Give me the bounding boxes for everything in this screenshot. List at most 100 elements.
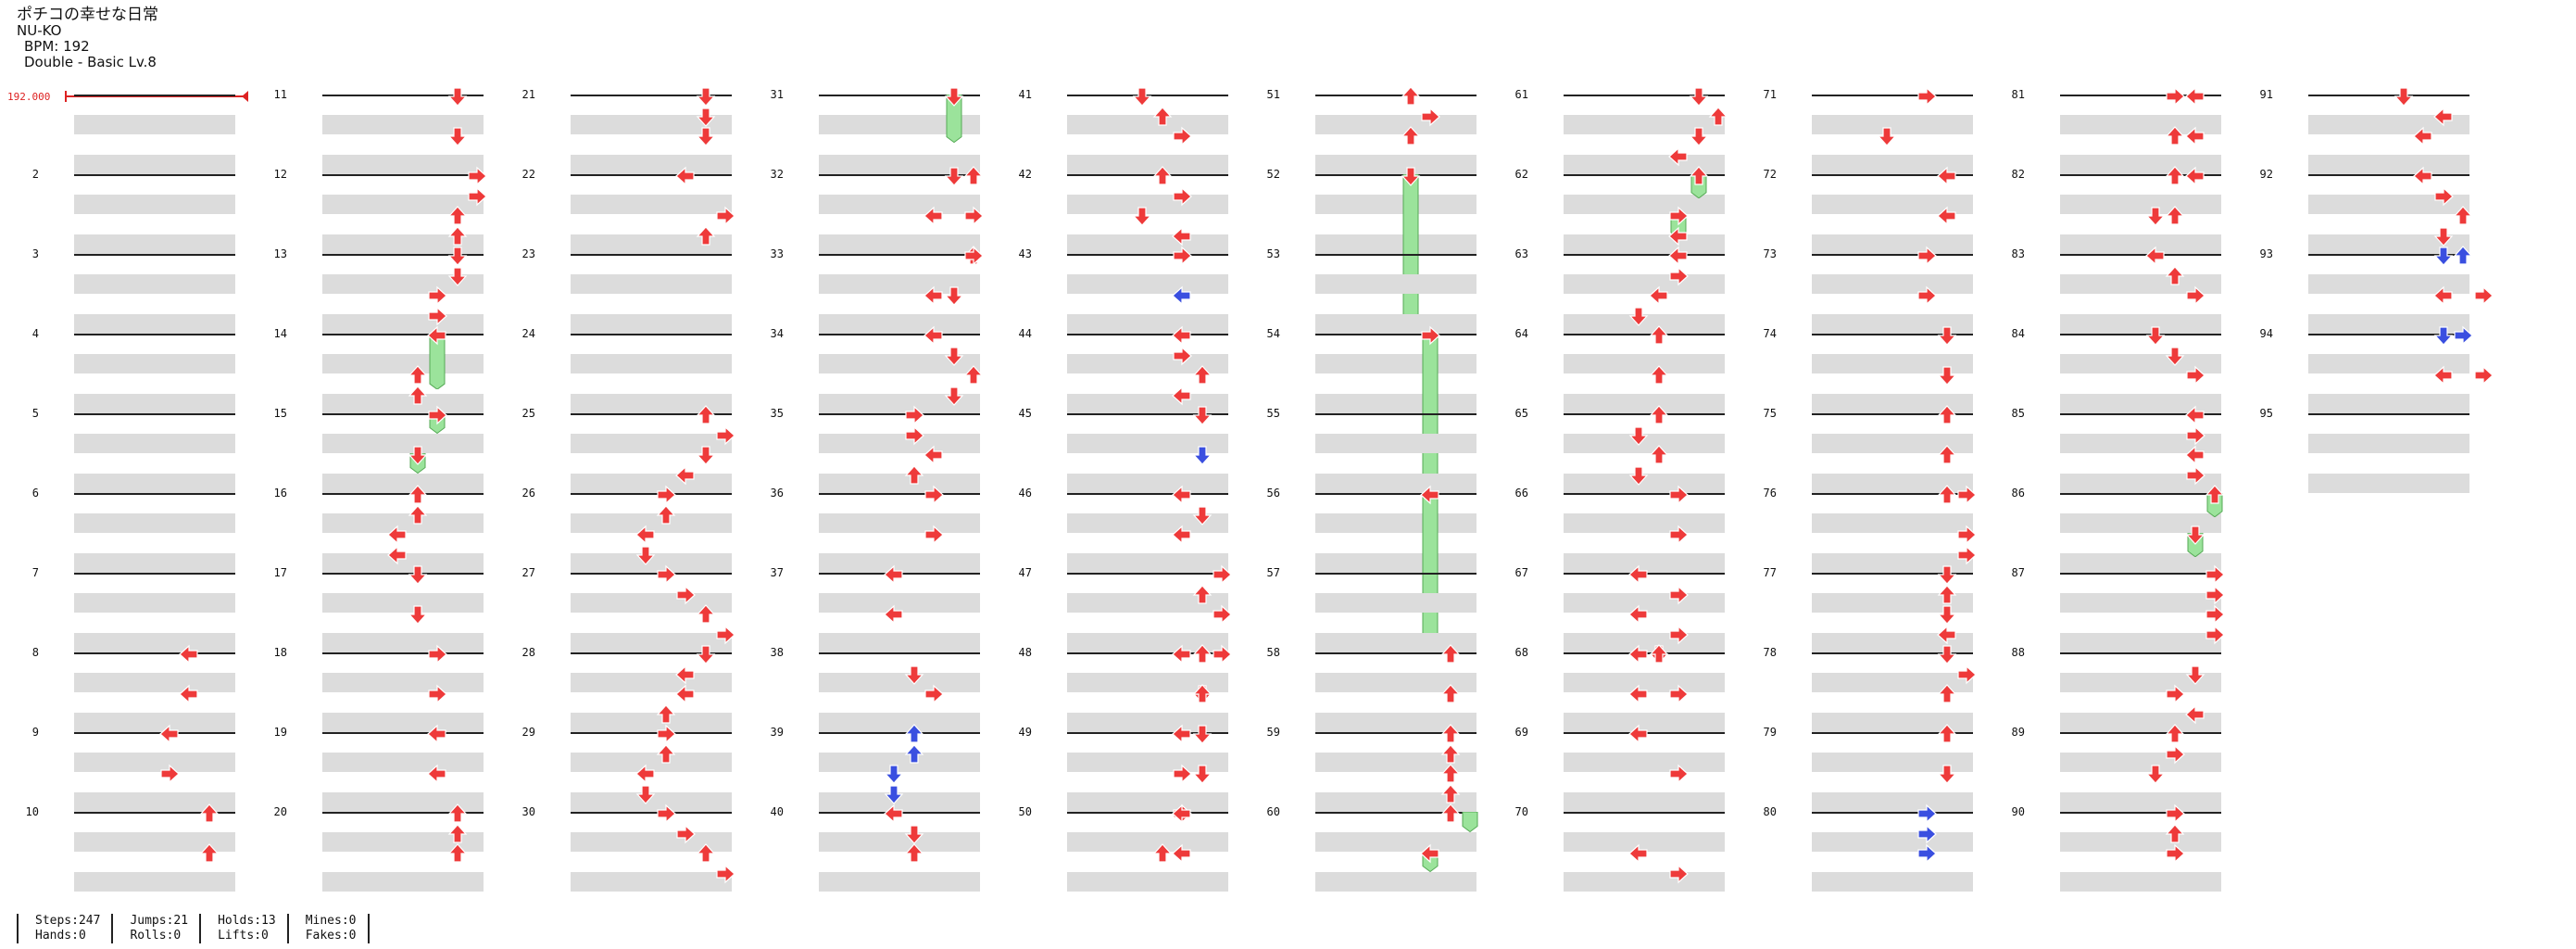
measure-number: 35 — [770, 407, 784, 420]
stat-jumps: Jumps:21 — [130, 914, 189, 928]
measure-number: 43 — [1018, 247, 1032, 260]
beat-band — [322, 154, 484, 174]
measure-line — [2060, 732, 2221, 734]
up-arrow-icon — [656, 703, 676, 725]
beat-band — [2308, 194, 2469, 214]
measure-number: 33 — [770, 247, 784, 260]
measure-line — [1067, 413, 1228, 415]
up-arrow-icon — [1152, 166, 1173, 186]
measure: 61 — [1515, 87, 1728, 174]
measure: 53 — [1267, 247, 1476, 334]
measure-line — [1564, 95, 1725, 96]
measure-number: 19 — [273, 726, 287, 739]
left-arrow-icon — [158, 724, 180, 744]
right-arrow-icon — [2433, 186, 2454, 207]
measure: 39 — [771, 724, 980, 812]
beat-band — [1564, 871, 1725, 892]
measure-line — [2060, 95, 2221, 96]
beat-band — [322, 313, 484, 334]
beat-band — [74, 712, 235, 732]
left-arrow-icon — [2432, 285, 2454, 306]
measure-number: 50 — [1018, 805, 1032, 818]
measure: 94 — [2260, 325, 2494, 413]
left-arrow-icon — [924, 285, 944, 306]
measure-number: 89 — [2011, 726, 2025, 739]
measure-line — [322, 493, 484, 495]
measure-number: 27 — [521, 566, 535, 579]
measure-line — [2308, 334, 2469, 335]
down-arrow-icon — [635, 545, 656, 565]
measure-line — [74, 812, 235, 814]
measure-number: 13 — [273, 247, 287, 260]
stats-end-divider — [367, 914, 370, 943]
measure-line — [74, 95, 235, 96]
measure-number: 22 — [521, 168, 535, 181]
beat-band — [2060, 273, 2221, 294]
beat-band — [1812, 313, 1973, 334]
left-arrow-icon — [179, 644, 199, 664]
beat-band — [819, 194, 980, 214]
beat-band — [1812, 353, 1973, 373]
right-arrow-icon — [1668, 266, 1689, 286]
left-arrow-icon — [884, 803, 904, 824]
up-arrow-icon — [2165, 724, 2185, 744]
down-arrow-icon — [408, 445, 428, 465]
up-arrow-icon — [2165, 823, 2185, 844]
down-arrow-icon — [1937, 604, 1957, 625]
measure-number: 68 — [1514, 646, 1528, 659]
measure: 55 — [1267, 407, 1476, 493]
measure-line — [1067, 732, 1228, 734]
measure-number: 46 — [1018, 487, 1032, 500]
measure-number: 5 — [31, 407, 39, 420]
right-arrow-icon — [2473, 285, 2494, 306]
right-arrow-icon — [1172, 246, 1192, 266]
left-arrow-icon — [179, 684, 199, 704]
measure-line — [819, 493, 980, 495]
measure: 77 — [1764, 565, 1973, 652]
left-arrow-icon — [1172, 285, 1192, 306]
measure: 25 — [522, 405, 735, 493]
measure-number: 8 — [31, 646, 39, 659]
beat-band — [819, 433, 980, 453]
left-arrow-icon — [2144, 246, 2166, 266]
beat-band — [1315, 752, 1476, 772]
right-arrow-icon — [1668, 625, 1689, 645]
right-arrow-icon — [1956, 664, 1977, 685]
right-arrow-icon — [1668, 525, 1689, 545]
beat-band — [2060, 592, 2221, 613]
measure: 59 — [1267, 724, 1476, 812]
measure-number: 10 — [25, 805, 39, 818]
measure-line — [571, 652, 732, 654]
right-arrow-icon — [1212, 604, 1232, 625]
beat-band — [819, 512, 980, 533]
beat-band — [1812, 512, 1973, 533]
beat-band — [74, 791, 235, 812]
measure-number: 40 — [770, 805, 784, 818]
measure-number: 79 — [1763, 726, 1777, 739]
beat-band — [2308, 473, 2469, 493]
measure-number: 30 — [521, 805, 535, 818]
up-arrow-icon — [1689, 166, 1709, 186]
measure-line — [1067, 812, 1228, 814]
measure-line — [571, 95, 732, 96]
chart-stats: Steps:247 Hands:0 Jumps:21 Rolls:0 Holds… — [17, 914, 370, 943]
beat-band — [2060, 871, 2221, 892]
measure-line — [1564, 812, 1725, 814]
beat-band — [74, 393, 235, 413]
measure-number: 56 — [1266, 487, 1280, 500]
bpm-label: BPM: 192 — [24, 38, 90, 55]
measure: 71 — [1764, 86, 1973, 174]
measure: 19 — [274, 724, 484, 812]
stat-rolls: Rolls:0 — [130, 929, 182, 943]
up-arrow-icon — [1649, 445, 1669, 465]
down-arrow-icon — [1192, 505, 1213, 525]
measure-number: 3 — [31, 247, 39, 260]
up-arrow-icon — [904, 464, 924, 486]
measure-number: 47 — [1018, 566, 1032, 579]
measure: 32 — [771, 166, 984, 254]
measure-number: 25 — [521, 407, 535, 420]
beat-band — [1067, 234, 1228, 254]
up-arrow-icon — [1440, 743, 1461, 765]
measure-line — [2060, 652, 2221, 654]
beat-band — [1315, 791, 1476, 812]
